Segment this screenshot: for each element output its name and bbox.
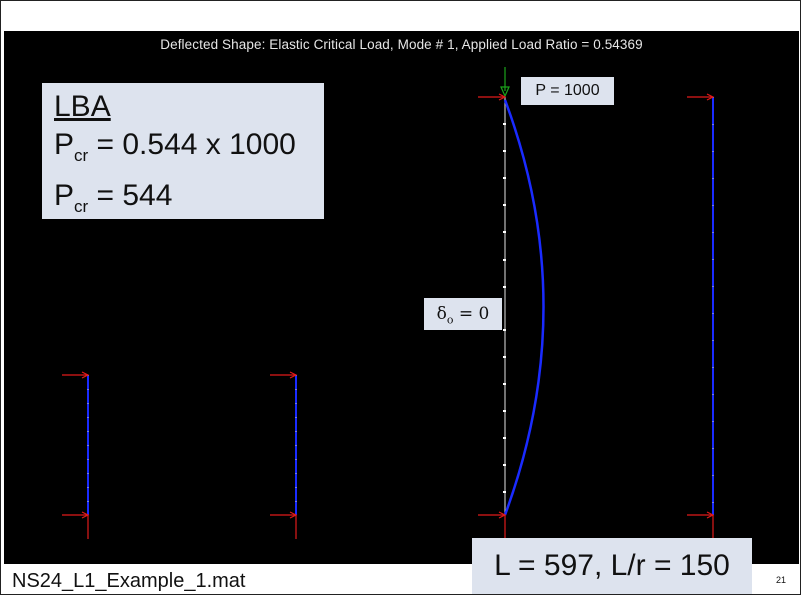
pin-support-top-4 <box>687 93 715 101</box>
member-1[interactable] <box>62 371 90 539</box>
member-4[interactable] <box>687 93 715 539</box>
structure-view <box>62 67 715 539</box>
imperfection-label: δo = 0 <box>424 298 502 330</box>
pin-support-top-3 <box>478 93 507 101</box>
file-name: NS24_L1_Example_1.mat <box>12 570 246 592</box>
delta-subscript: o <box>446 313 454 327</box>
lba-heading: LBA <box>54 90 111 123</box>
delta-value: = 0 <box>453 304 490 324</box>
pcr-equation: Pcr = 0.544 x 1000 <box>54 125 324 176</box>
pcr-subscript: cr <box>74 146 89 165</box>
pin-support-top-1 <box>62 371 90 379</box>
buckled-shape <box>503 99 545 516</box>
pcr-expression: = 0.544 x 1000 <box>88 128 296 161</box>
slide-number: 21 <box>776 575 787 585</box>
load-arrow <box>500 67 510 98</box>
applied-load-label: P = 1000 <box>521 77 614 105</box>
pin-support-bottom-3 <box>478 511 507 539</box>
plot-title: Deflected Shape: Elastic Critical Load, … <box>160 37 643 52</box>
top-strip <box>1 1 800 31</box>
node-ticks <box>503 123 506 493</box>
pin-support-bottom-4 <box>687 511 715 539</box>
slenderness-summary: L = 597, L/r = 150 <box>472 538 752 594</box>
pcr-result: Pcr = 544 <box>54 176 324 227</box>
pcr-value: = 544 <box>88 179 173 212</box>
pcr-subscript: cr <box>74 197 89 216</box>
pcr-symbol: P <box>54 128 75 161</box>
member-2[interactable] <box>270 371 298 539</box>
pin-support-bottom-2 <box>270 511 298 539</box>
pin-support-top-2 <box>270 371 298 379</box>
pcr-symbol: P <box>54 179 75 212</box>
analysis-canvas[interactable]: Deflected Shape: Elastic Critical Load, … <box>4 31 799 564</box>
member-3-buckled[interactable] <box>478 67 545 539</box>
pin-support-bottom-1 <box>62 511 90 539</box>
delta-symbol: δ <box>436 304 447 324</box>
lba-callout: LBA Pcr = 0.544 x 1000 Pcr = 544 <box>42 83 324 219</box>
